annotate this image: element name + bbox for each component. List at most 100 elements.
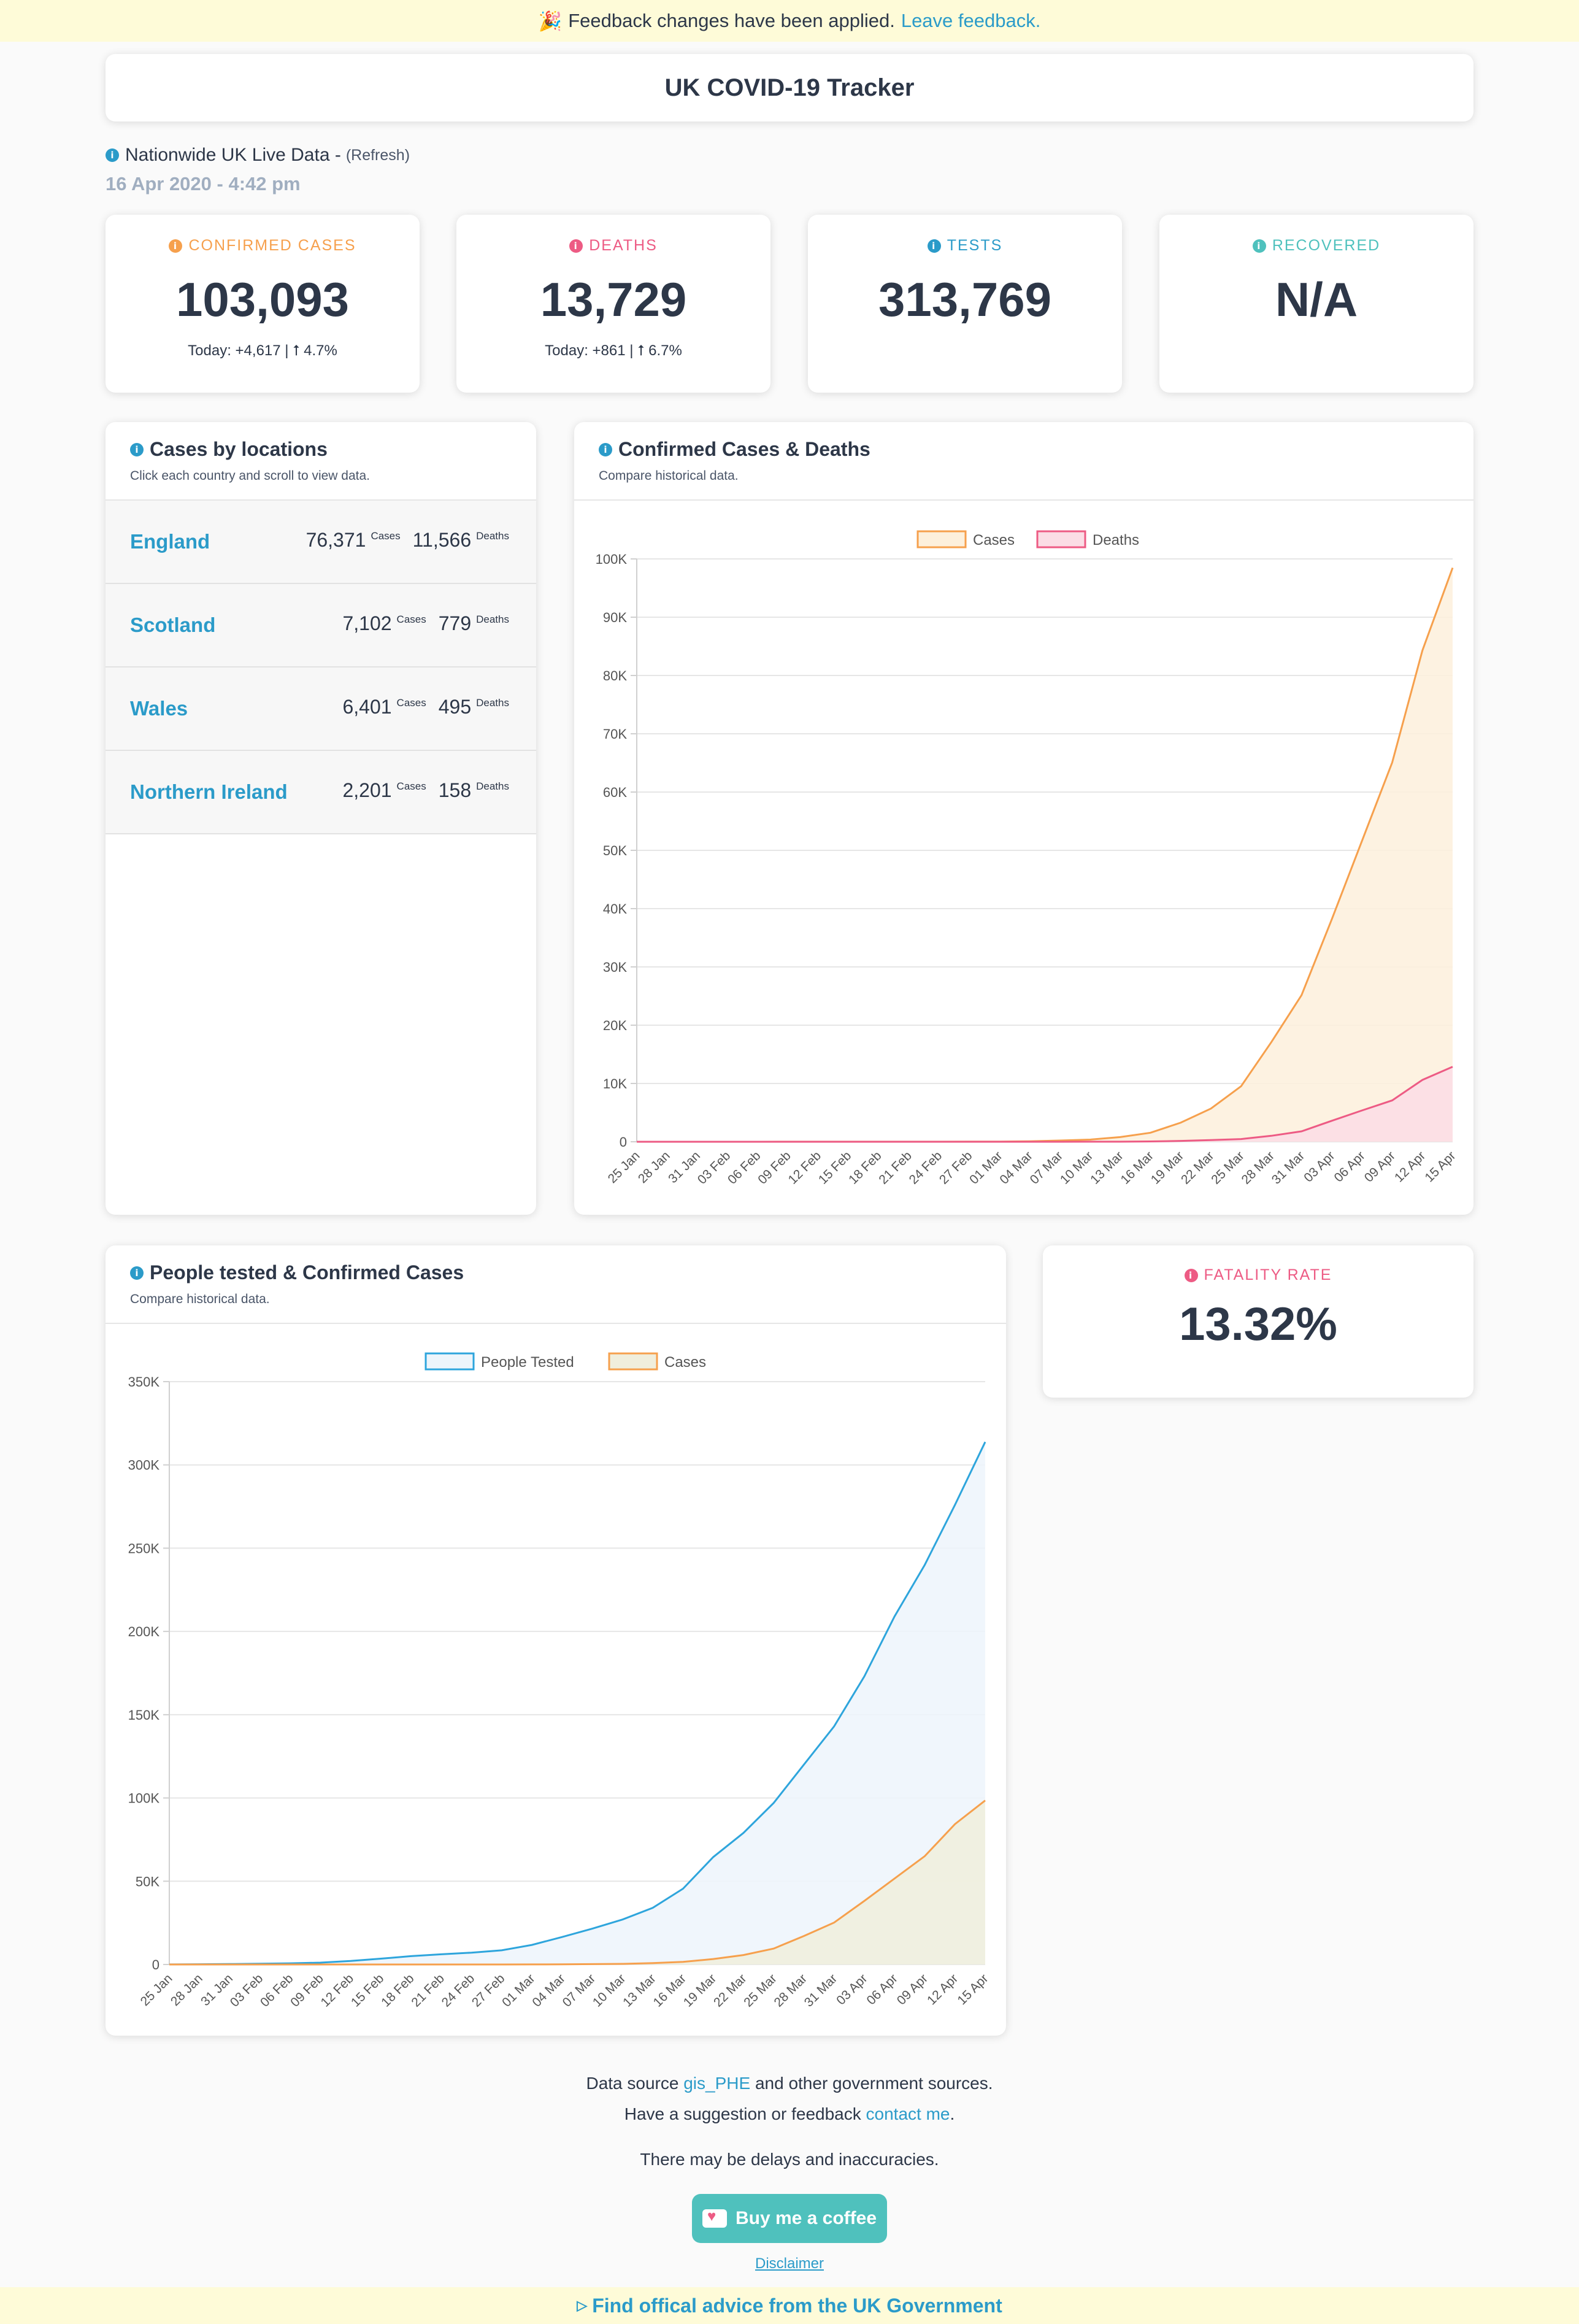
location-row-wales[interactable]: Wales 6,401 Cases 495 Deaths <box>106 668 536 751</box>
x-tick-label: 25 Mar <box>741 1971 779 2009</box>
location-cases: 76,371 <box>305 529 366 551</box>
location-row-scotland[interactable]: Scotland 7,102 Cases 779 Deaths <box>106 584 536 668</box>
x-tick-label: 01 Mar <box>967 1149 1005 1187</box>
x-tick-label: 07 Mar <box>1028 1149 1066 1187</box>
location-deaths: 158 <box>438 779 472 801</box>
data-source-link[interactable]: gis_PHE <box>683 2074 751 2093</box>
x-tick-label: 13 Mar <box>1088 1149 1126 1187</box>
series-area <box>637 1066 1453 1142</box>
x-tick-label: 12 Apr <box>924 1971 961 2007</box>
x-tick-label: 24 Feb <box>907 1149 945 1187</box>
x-tick-label: 13 Mar <box>620 1971 658 2009</box>
y-tick-label: 200K <box>128 1624 160 1639</box>
location-name[interactable]: England <box>130 530 210 553</box>
live-data-label: Nationwide UK Live Data - <box>125 145 341 165</box>
location-deaths: 779 <box>438 612 472 634</box>
y-tick-label: 20K <box>603 1018 627 1033</box>
location-deaths: 495 <box>438 696 472 718</box>
stat-value: 13,729 <box>540 272 687 326</box>
info-icon: i <box>569 239 583 253</box>
refresh-link[interactable]: (Refresh) <box>345 146 410 164</box>
x-tick-label: 01 Mar <box>499 1971 537 2009</box>
gov-advice-bar[interactable]: ▷ Find offical advice from the UK Govern… <box>0 2287 1579 2324</box>
x-tick-label: 03 Apr <box>834 1971 870 2007</box>
x-tick-label: 06 Feb <box>258 1971 296 2010</box>
footer-line-2: Have a suggestion or feedback contact me… <box>0 2104 1579 2124</box>
locations-title: Cases by locations <box>150 438 328 460</box>
x-tick-label: 16 Mar <box>1118 1149 1156 1187</box>
x-tick-label: 27 Feb <box>469 1971 508 2010</box>
footer-text: Data source <box>586 2074 679 2093</box>
stat-label: RECOVERED <box>1272 237 1381 254</box>
x-tick-label: 06 Apr <box>1332 1149 1368 1185</box>
chart1-title: Confirmed Cases & Deaths <box>618 438 870 460</box>
y-tick-label: 100K <box>596 552 628 567</box>
chart2-subtitle: Compare historical data. <box>130 1292 270 1306</box>
x-tick-label: 07 Mar <box>560 1971 598 2009</box>
stat-label: TESTS <box>947 237 1003 254</box>
x-tick-label: 15 Apr <box>1422 1149 1458 1185</box>
locations-card: i Cases by locations Click each country a… <box>106 422 536 1215</box>
x-tick-label: 15 Apr <box>955 1971 991 2007</box>
y-tick-label: 350K <box>128 1374 160 1390</box>
y-tick-label: 30K <box>603 960 627 975</box>
series-line <box>169 1799 986 1966</box>
legend-label: People Tested <box>481 1354 574 1371</box>
cases-unit: Cases <box>396 697 426 709</box>
location-cases: 6,401 <box>342 696 392 718</box>
x-tick-label: 24 Feb <box>439 1971 478 2010</box>
y-tick-label: 0 <box>620 1134 627 1150</box>
x-tick-label: 27 Feb <box>937 1149 975 1187</box>
x-tick-label: 09 Apr <box>894 1971 931 2007</box>
stat-card-recovered: i RECOVERED N/A <box>1159 215 1473 393</box>
x-tick-label: 21 Feb <box>409 1971 447 2010</box>
x-tick-label: 19 Mar <box>681 1971 719 2009</box>
disclaimer-link[interactable]: Disclaimer <box>755 2255 824 2272</box>
x-tick-label: 28 Jan <box>168 1971 206 2009</box>
legend-swatch <box>608 1352 658 1371</box>
x-tick-label: 15 Feb <box>816 1149 855 1187</box>
stat-label: CONFIRMED CASES <box>188 237 356 254</box>
banner-text: Feedback changes have been applied. <box>568 10 895 31</box>
deaths-unit: Deaths <box>476 530 509 542</box>
buy-coffee-button[interactable]: Buy me a coffee <box>692 2194 887 2243</box>
feedback-banner: 🎉 Feedback changes have been applied. Le… <box>0 0 1579 42</box>
legend-label: Cases <box>664 1354 706 1371</box>
leave-feedback-link[interactable]: Leave feedback. <box>901 10 1041 31</box>
x-tick-label: 06 Feb <box>725 1149 764 1187</box>
y-tick-label: 80K <box>603 668 627 683</box>
y-tick-label: 50K <box>136 1874 159 1889</box>
series-line <box>169 1441 986 1966</box>
gov-advice-link[interactable]: Find offical advice from the UK Governme… <box>592 2294 1002 2317</box>
x-tick-label: 03 Apr <box>1301 1149 1337 1185</box>
x-tick-label: 31 Mar <box>802 1971 840 2009</box>
coffee-cup-icon <box>702 2208 727 2228</box>
deaths-unit: Deaths <box>476 780 509 792</box>
stat-card-deaths: i DEATHS 13,729 Today: +861 | ⭡ 6.7% <box>456 215 770 393</box>
tested-cases-card: i People tested & Confirmed Cases Compare… <box>106 1245 1006 2036</box>
coffee-label: Buy me a coffee <box>735 2208 877 2228</box>
stat-today: Today: +861 | ⭡ 6.7% <box>545 342 682 359</box>
location-name[interactable]: Northern Ireland <box>130 780 288 803</box>
legend-swatch <box>425 1352 475 1371</box>
live-data-header: i Nationwide UK Live Data - (Refresh) <box>106 145 410 166</box>
chart2-header: i People tested & Confirmed Cases Compare… <box>106 1245 1006 1324</box>
location-name[interactable]: Wales <box>130 697 188 720</box>
page-title: UK COVID-19 Tracker <box>664 74 915 101</box>
x-tick-label: 10 Mar <box>1058 1149 1096 1187</box>
location-cases: 7,102 <box>342 612 392 634</box>
y-tick-label: 250K <box>128 1541 160 1556</box>
deaths-unit: Deaths <box>476 614 509 625</box>
contact-link[interactable]: contact me <box>866 2104 950 2123</box>
location-row-northern-ireland[interactable]: Northern Ireland 2,201 Cases 158 Deaths <box>106 751 536 834</box>
stat-value: 313,769 <box>878 272 1051 326</box>
x-tick-label: 12 Apr <box>1392 1149 1428 1185</box>
location-name[interactable]: Scotland <box>130 614 216 636</box>
series-area <box>169 1800 985 1964</box>
chart1-header: i Confirmed Cases & Deaths Compare histor… <box>574 422 1473 501</box>
chart1-subtitle: Compare historical data. <box>599 469 739 483</box>
location-row-england[interactable]: England 76,371 Cases 11,566 Deaths <box>106 501 536 584</box>
cases-deaths-card: i Confirmed Cases & Deaths Compare histor… <box>574 422 1473 1215</box>
